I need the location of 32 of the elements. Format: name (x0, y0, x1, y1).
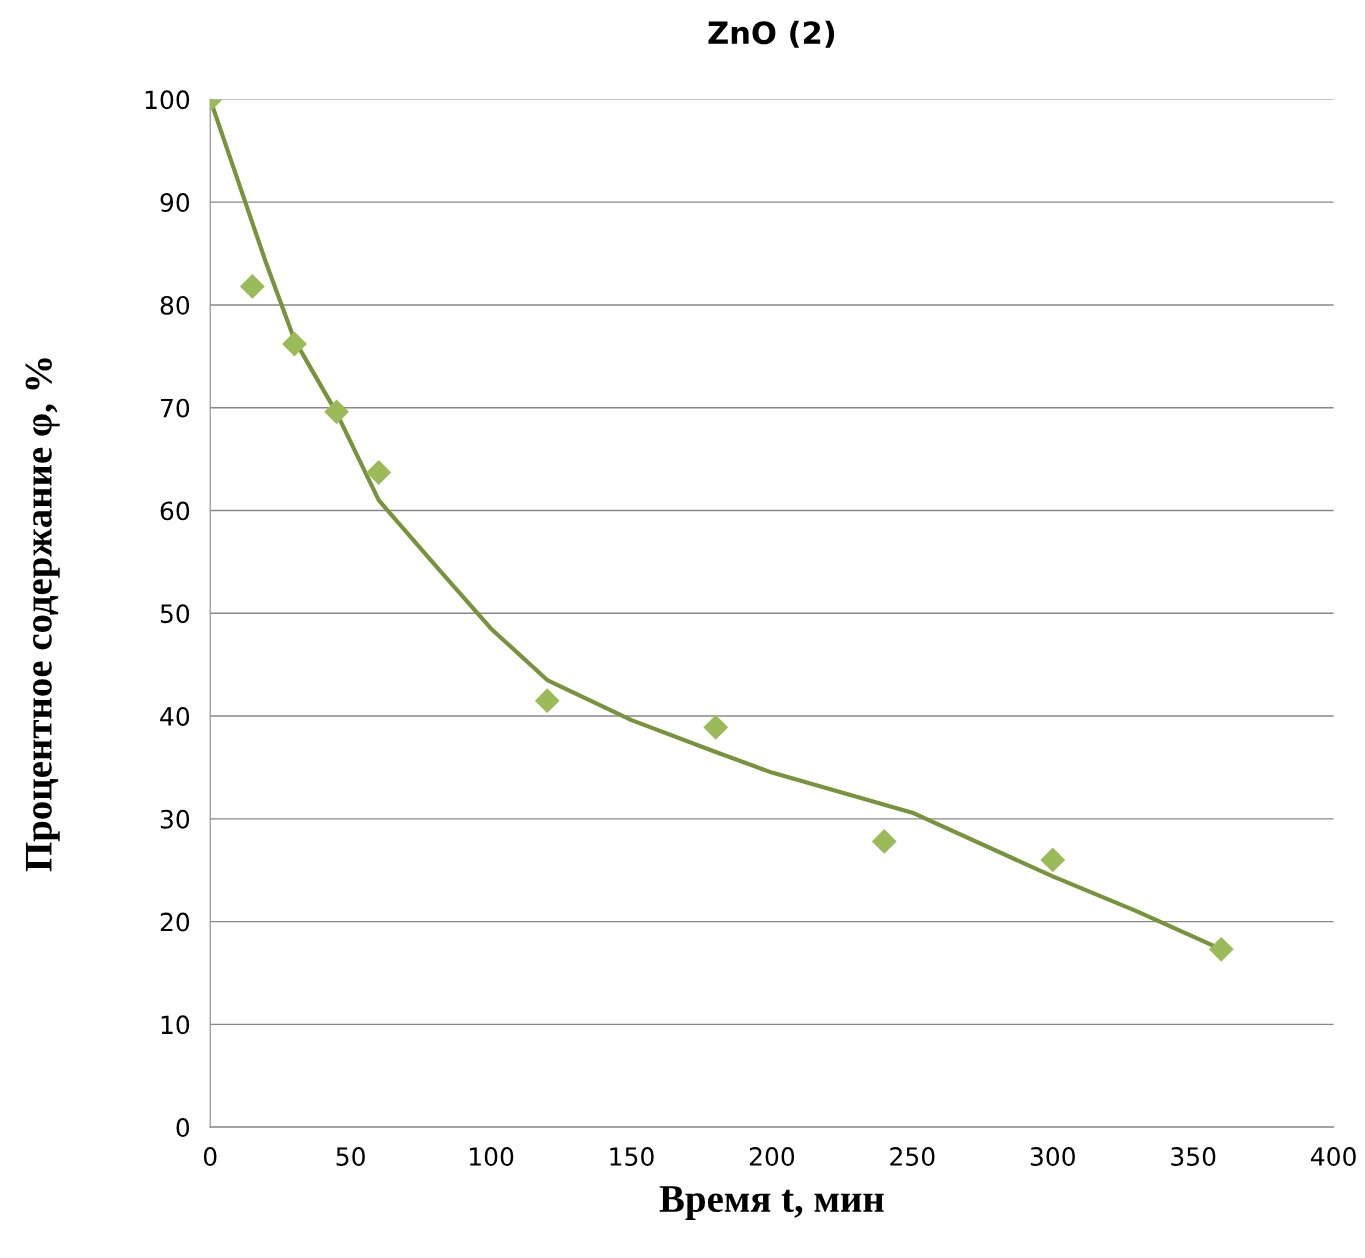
y-tick-label: 20 (160, 912, 190, 932)
y-axis-title: Процентное содержание φ, % (25, 358, 60, 872)
y-tick-label: 70 (161, 398, 190, 418)
x-tick-label: 350 (1171, 1147, 1216, 1166)
point (282, 331, 307, 357)
x-tick-label: 100 (469, 1147, 514, 1166)
x-tick-label: 50 (336, 1147, 365, 1166)
point (1208, 936, 1234, 962)
y-tick-label: 10 (161, 1015, 190, 1035)
y-tick-label: 80 (160, 295, 190, 315)
x-tick-label: 150 (610, 1147, 654, 1166)
point (366, 460, 392, 485)
y-tick-label: 50 (160, 604, 190, 624)
y-tick-label: 90 (160, 193, 190, 213)
x-tick-label: 0 (203, 1147, 217, 1166)
x-tick-label: 300 (1030, 1147, 1075, 1166)
point (239, 274, 265, 299)
x-tick-label: 250 (890, 1147, 935, 1166)
point (703, 714, 729, 740)
point (534, 688, 560, 714)
y-tick-label: 0 (176, 1118, 190, 1138)
point (871, 829, 897, 854)
point (1040, 847, 1066, 873)
y-tick-label: 100 (145, 90, 190, 110)
chart-title: ZnO (2) (708, 20, 835, 48)
point (324, 399, 350, 425)
x-tick-label: 400 (1310, 1147, 1356, 1166)
x-tick-label: 200 (749, 1147, 795, 1166)
y-tick-label: 30 (160, 809, 190, 829)
y-tick-label: 60 (160, 501, 190, 521)
x-axis-title: Время t, мин (659, 1186, 884, 1220)
y-tick-label: 40 (160, 707, 190, 726)
